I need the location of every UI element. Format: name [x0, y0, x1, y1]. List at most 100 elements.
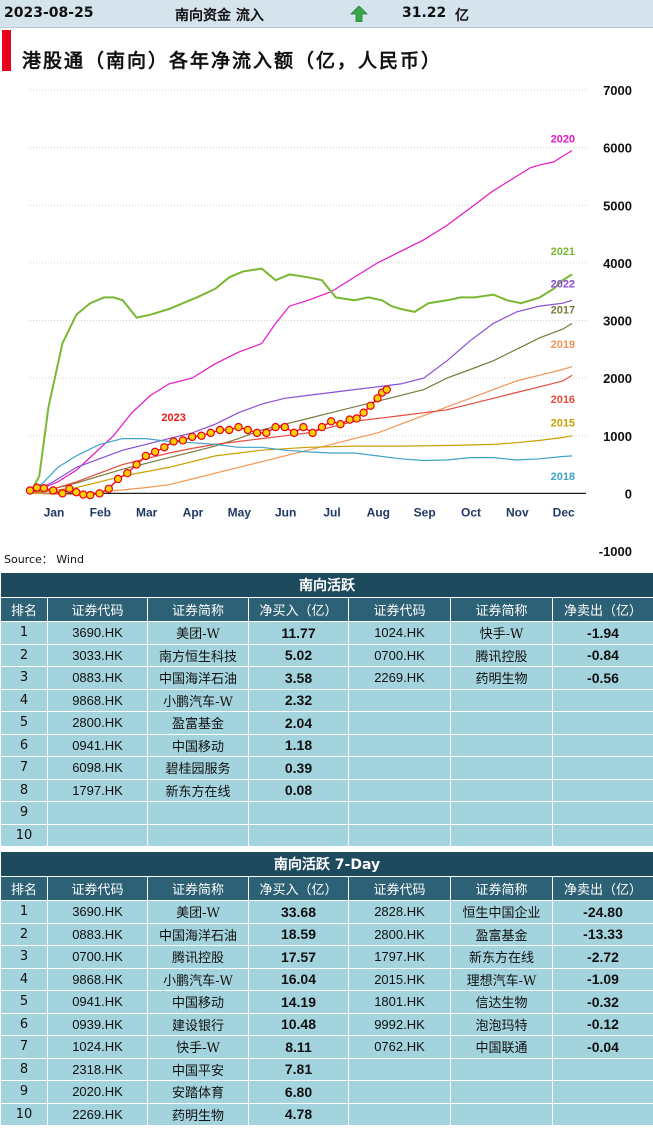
point-2023 [187, 432, 197, 442]
y-tick-label: 6000 [603, 141, 632, 156]
point-2023 [72, 488, 81, 497]
point-2023 [373, 394, 382, 403]
point-2023 [32, 483, 42, 492]
name-cell: 腾讯控股 [450, 643, 553, 667]
table-row: 8 2318.HK 中国平安 7.81 [0, 1057, 653, 1081]
net-sell-cell: -24.80 [551, 900, 653, 924]
point-2023 [326, 417, 336, 426]
net-buy-cell [248, 823, 349, 847]
code-cell: 3033.HK [47, 643, 148, 667]
table-row: 4 9868.HK 小鹏汽车-W 16.04 2015.HK 理想汽车-W -1.09 [0, 967, 653, 991]
name-cell: 新东方在线 [147, 778, 249, 802]
table-row: 5 0941.HK 中国移动 14.19 1801.HK 信达生物 -0.32 [0, 990, 653, 1014]
rank-cell: 1 [0, 621, 48, 645]
name-cell: 中国移动 [147, 733, 249, 757]
column-header: 证券代码 [348, 876, 451, 901]
point-2023 [280, 422, 290, 432]
net-sell-cell [551, 1057, 653, 1081]
x-tick-label: Jan [44, 505, 65, 519]
table-row: 7 6098.HK 碧桂园服务 0.39 [0, 756, 653, 780]
name-cell [450, 711, 553, 735]
point-2023 [299, 422, 308, 432]
table-row: 7 1024.HK 快手-W 8.11 0762.HK 中国联通 -0.04 [0, 1035, 653, 1059]
rank-cell: 10 [0, 823, 48, 847]
rank-cell: 9 [0, 1080, 48, 1104]
point-2023 [271, 422, 280, 432]
net-buy-cell: 33.68 [248, 900, 349, 924]
x-tick-label: Sep [414, 505, 436, 519]
name-cell [450, 778, 553, 802]
name-cell [450, 1057, 553, 1081]
point-2023 [169, 437, 178, 446]
series-line-2020 [29, 149, 573, 494]
rank-cell: 5 [0, 990, 48, 1014]
rank-cell: 4 [0, 688, 48, 712]
rank-cell: 8 [0, 1057, 48, 1081]
net-buy-cell: 0.39 [248, 756, 349, 780]
net-sell-cell [551, 1080, 653, 1104]
net-sell-cell: -1.09 [551, 967, 653, 991]
name-cell: 美团-W [147, 900, 249, 924]
up-arrow-icon [350, 6, 368, 22]
net-sell-cell: -0.56 [551, 666, 653, 690]
net-buy-cell: 7.81 [248, 1057, 349, 1081]
net-buy-cell [248, 801, 349, 825]
series-line-2017 [29, 322, 573, 494]
point-2023 [65, 484, 74, 493]
table-row: 6 0939.HK 建设银行 10.48 9992.HK 泡泡玛特 -0.12 [0, 1012, 653, 1036]
point-2023 [58, 489, 67, 498]
net-sell-cell: -0.12 [551, 1012, 653, 1036]
code-cell: 3690.HK [47, 900, 148, 924]
flow-value: 31.22 [402, 5, 447, 21]
name-cell: 快手-W [450, 621, 553, 645]
name-cell [147, 801, 249, 825]
code-cell [348, 823, 451, 847]
top-banner: 2023-08-25 南向资金 流入 31.22 亿 [0, 0, 653, 28]
table-row: 2 0883.HK 中国海洋石油 18.59 2800.HK 盈富基金 -13.33 [0, 922, 653, 946]
net-buy-cell: 14.19 [248, 990, 349, 1014]
series-line-2021 [29, 267, 573, 494]
column-header: 排名 [0, 597, 48, 622]
y-tick-label: 4000 [603, 256, 632, 271]
point-2023 [336, 420, 345, 429]
column-header: 证券代码 [47, 597, 148, 622]
table-row: 1 3690.HK 美团-W 11.77 1024.HK 快手-W -1.94 [0, 621, 653, 645]
rank-cell: 3 [0, 666, 48, 690]
series-line-2022 [29, 299, 573, 494]
net-sell-cell [551, 801, 653, 825]
net-buy-cell: 1.18 [248, 733, 349, 757]
table-row: 3 0700.HK 腾讯控股 17.57 1797.HK 新东方在线 -2.72 [0, 945, 653, 969]
name-cell: 安踏体育 [147, 1080, 249, 1104]
code-cell: 1801.HK [348, 990, 451, 1014]
point-2023 [39, 483, 49, 493]
point-2023 [215, 425, 225, 435]
code-cell: 2015.HK [348, 967, 451, 991]
name-cell: 快手-W [147, 1035, 249, 1059]
code-cell: 1797.HK [47, 778, 148, 802]
rank-cell: 10 [0, 1102, 48, 1126]
point-2023 [160, 443, 169, 452]
point-2023 [86, 490, 95, 500]
series-label-2020: 2020 [551, 134, 575, 146]
x-tick-label: Dec [553, 505, 575, 519]
net-sell-cell [551, 1102, 653, 1126]
code-cell: 2828.HK [348, 900, 451, 924]
table-title: 南向活跃 [0, 572, 653, 598]
point-2023 [225, 425, 234, 435]
point-2023 [262, 428, 271, 438]
net-sell-cell: -2.72 [551, 945, 653, 969]
name-cell: 建设银行 [147, 1012, 249, 1036]
net-buy-cell: 5.02 [248, 643, 349, 667]
y-tick-label: 3000 [603, 314, 632, 329]
code-cell: 0941.HK [47, 733, 148, 757]
point-2023 [48, 486, 58, 495]
code-cell: 0883.HK [47, 922, 148, 946]
column-header: 证券代码 [348, 597, 451, 622]
point-2023 [113, 474, 123, 484]
table-row: 9 [0, 801, 653, 825]
code-cell: 2269.HK [348, 666, 451, 690]
code-cell: 0700.HK [47, 945, 148, 969]
table-row: 5 2800.HK 盈富基金 2.04 [0, 711, 653, 735]
point-2023 [95, 489, 104, 498]
rank-cell: 8 [0, 778, 48, 802]
